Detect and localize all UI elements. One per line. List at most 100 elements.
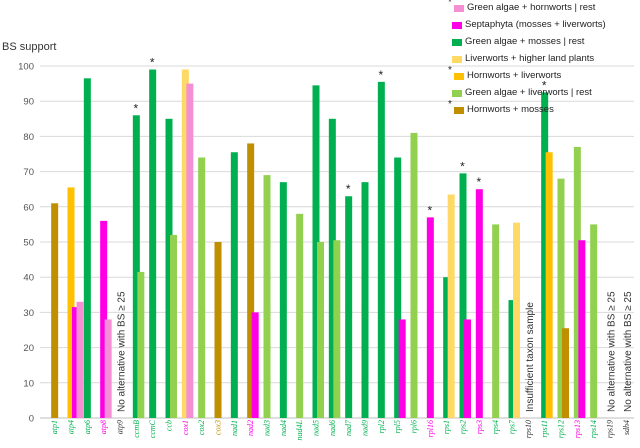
bar-atp4 bbox=[76, 301, 84, 418]
significance-star: * bbox=[460, 159, 465, 173]
bar-rps2 bbox=[464, 319, 471, 418]
bar-cox1 bbox=[181, 69, 189, 419]
bar-rps7 bbox=[508, 300, 516, 418]
gene-label: ccmB bbox=[132, 420, 141, 438]
gene-group-nad1 bbox=[230, 152, 238, 419]
gene-group-rps4 bbox=[492, 224, 500, 418]
legend-item: * Green algae + hornworts | rest bbox=[448, 0, 640, 17]
bar-ccmC bbox=[149, 69, 157, 419]
bar-ccb bbox=[165, 118, 173, 419]
gene-label: rps11 bbox=[540, 420, 549, 438]
bar-atp8 bbox=[100, 220, 108, 418]
gene-group-ccmB: * bbox=[132, 101, 145, 418]
gene-group-rpl5 bbox=[394, 157, 406, 418]
gene-group-rps10: Insufficient taxon sample bbox=[525, 302, 536, 412]
gene-group-rps1 bbox=[443, 194, 455, 418]
legend-item: Septaphyta (mosses + liverworts) bbox=[448, 17, 640, 34]
gene-label: cox3 bbox=[214, 420, 223, 435]
gene-group-rps2: * bbox=[459, 159, 471, 418]
gene-label: atp8 bbox=[99, 420, 108, 434]
no-data-note: Insufficient taxon sample bbox=[525, 302, 536, 412]
gene-label: atp4 bbox=[67, 420, 76, 434]
significance-star: * bbox=[133, 101, 138, 115]
gene-group-atp8 bbox=[100, 220, 112, 418]
legend: * Green algae + hornworts | rest Septaphyt… bbox=[448, 0, 640, 119]
bar-atp8 bbox=[104, 319, 112, 418]
bar-nad2 bbox=[247, 143, 255, 418]
gene-label: atp1 bbox=[50, 420, 59, 434]
gene-label: ccb bbox=[165, 420, 174, 431]
gene-label: rps19 bbox=[606, 420, 615, 438]
gene-label: rps13 bbox=[573, 420, 582, 438]
gene-label: cox2 bbox=[197, 420, 206, 435]
legend-swatch bbox=[454, 73, 464, 80]
bar-nad6 bbox=[328, 118, 336, 419]
gene-group-cox1 bbox=[181, 69, 194, 419]
gene-group-rps11: * bbox=[541, 78, 553, 419]
legend-star: * bbox=[448, 65, 452, 76]
gene-label: rps2 bbox=[459, 420, 468, 434]
bar-rps3 bbox=[475, 189, 483, 418]
gene-group-atp6 bbox=[83, 78, 91, 418]
gene-label: nad1 bbox=[230, 420, 239, 436]
gene-label: rpl16 bbox=[426, 420, 435, 437]
gene-label: nad5 bbox=[312, 420, 321, 436]
gene-label: nad3 bbox=[263, 420, 272, 436]
gene-group-atp4 bbox=[67, 187, 84, 418]
gene-label: nad7 bbox=[344, 419, 353, 436]
legend-item: * Hornworts + liverworts bbox=[448, 65, 640, 85]
gene-group-nad9 bbox=[361, 182, 369, 418]
bar-nad9 bbox=[361, 182, 369, 418]
legend-label: Liverworts + higher land plants bbox=[465, 53, 595, 64]
gene-label: rps14 bbox=[589, 420, 598, 438]
gene-group-atp1 bbox=[51, 203, 59, 418]
bar-atp4 bbox=[72, 307, 79, 418]
legend-star: * bbox=[448, 0, 452, 8]
bar-nad1 bbox=[230, 152, 238, 419]
gene-label: rps12 bbox=[557, 420, 566, 438]
legend-star: * bbox=[448, 99, 452, 110]
no-data-note: No alternative with BS ≥ 25 bbox=[117, 291, 128, 412]
bar-nad6 bbox=[333, 240, 341, 418]
gene-label: rps4 bbox=[491, 420, 500, 434]
bar-ccmB bbox=[137, 271, 145, 418]
gene-label: cox1 bbox=[181, 420, 190, 435]
bar-atp4 bbox=[67, 187, 75, 418]
legend-swatch bbox=[452, 90, 462, 97]
y-axis-ticks: 0 10 20 30 40 50 60 70 80 90 100 bbox=[18, 62, 34, 425]
bar-nad4L bbox=[296, 213, 304, 418]
bar-rps13 bbox=[573, 146, 581, 418]
bar-groups: No alternative with BS ≥ 25 * * * * * * * Insuff… bbox=[51, 56, 634, 419]
gene-group-rps3: * bbox=[475, 175, 483, 418]
no-data-note: No alternative with BS ≥ 25 bbox=[607, 291, 618, 412]
y-tick-label: 60 bbox=[23, 202, 34, 213]
gene-group-cox2 bbox=[198, 157, 206, 418]
bar-rps2 bbox=[459, 173, 467, 418]
bar-ccb bbox=[170, 234, 177, 418]
gene-group-nad3 bbox=[263, 175, 271, 418]
y-tick-label: 90 bbox=[23, 97, 34, 108]
gene-label: rpl2 bbox=[377, 420, 386, 433]
bar-rpl6 bbox=[410, 132, 418, 418]
legend-item: Green algae + liverworts | rest bbox=[448, 85, 640, 102]
significance-star: * bbox=[346, 182, 351, 196]
gene-label: nad6 bbox=[328, 420, 337, 436]
gene-group-nad6 bbox=[328, 118, 341, 419]
legend-swatch bbox=[454, 107, 464, 114]
gene-label: rps10 bbox=[524, 420, 533, 438]
gene-label: rps1 bbox=[442, 420, 451, 434]
legend-swatch bbox=[452, 22, 462, 29]
bar-rps12 bbox=[562, 328, 569, 418]
bar-nad7 bbox=[345, 196, 353, 418]
no-data-note: No alternative with BS ≥ 25 bbox=[623, 291, 634, 412]
gene-label: nad4L bbox=[295, 419, 304, 440]
legend-item: * Hornworts + mosses bbox=[448, 99, 640, 119]
y-axis-label: BS support bbox=[2, 41, 56, 53]
legend-label: Hornworts + mosses bbox=[467, 104, 554, 115]
y-tick-label: 0 bbox=[29, 414, 34, 425]
legend-swatch bbox=[454, 5, 464, 12]
y-tick-label: 20 bbox=[23, 343, 34, 354]
gene-group-sdh4: No alternative with BS ≥ 25 bbox=[623, 291, 634, 412]
gene-label: rps3 bbox=[475, 420, 484, 434]
gene-group-rps13 bbox=[573, 146, 586, 418]
